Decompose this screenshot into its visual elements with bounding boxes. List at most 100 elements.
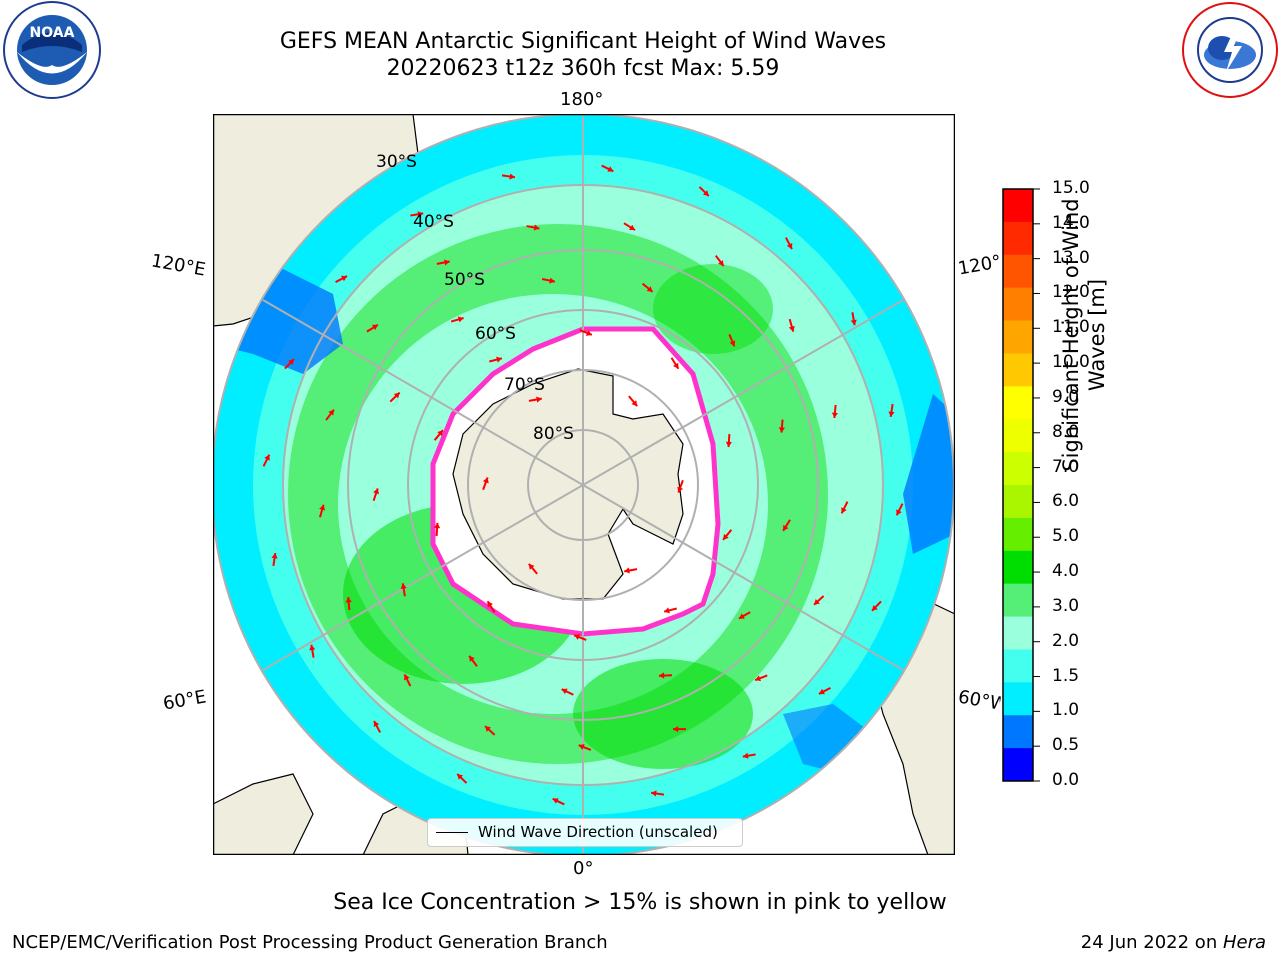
colorbar-tick-label: 14.0	[1052, 212, 1090, 233]
wave-direction-arrowhead	[345, 597, 352, 603]
colorbar-segment	[1003, 386, 1033, 420]
colorbar-segment	[1003, 221, 1033, 256]
wave-direction-arrowhead	[444, 259, 450, 266]
wave-direction-arrowhead	[485, 726, 491, 732]
wave-direction-arrowhead	[264, 454, 270, 461]
colorbar-tick-label: 13.0	[1052, 247, 1090, 268]
wave-direction-arrowhead	[457, 316, 464, 323]
wave-direction-arrowhead	[509, 173, 515, 180]
wave-direction-arrowhead	[673, 362, 679, 369]
colorbar-tick-label: 0.5	[1052, 735, 1080, 756]
chart-title: GEFS MEAN Antarctic Significant Height o…	[279, 29, 887, 54]
wave-direction-arrowhead	[629, 224, 636, 231]
wave-direction-arrowhead	[778, 427, 785, 433]
colorbar-tick-label: 7.0	[1052, 456, 1080, 477]
lat-label-40s: 40°S	[413, 212, 454, 232]
wave-direction-arrowhead	[651, 790, 657, 797]
footer-date-text: 24 Jun 2022 on	[1080, 932, 1223, 953]
colorbar-segment	[1003, 583, 1033, 618]
colorbar-segment	[1003, 452, 1033, 486]
wave-direction-arrowhead	[850, 319, 857, 326]
wave-direction-arrowhead	[373, 720, 380, 727]
wave-direction-arrowhead	[437, 430, 443, 437]
colorbar-tick-label: 2.0	[1052, 630, 1080, 651]
africa-land	[213, 773, 314, 855]
colorbar-tick-label: 15.0	[1052, 178, 1090, 198]
wave-direction-arrowhead	[549, 277, 555, 284]
wave-direction-arrowhead	[288, 359, 295, 366]
lat-label-60s: 60°S	[475, 324, 516, 344]
wave-direction-arrowhead	[561, 688, 568, 695]
chart-subtitle: 20220623 t12z 360h fcst Max: 5.59	[386, 56, 780, 81]
lat-label-50s: 50°S	[444, 270, 485, 290]
lon-label-60w: 60°W	[956, 686, 1002, 715]
wave-direction-arrowhead	[718, 260, 724, 267]
wave-direction-arrowhead	[813, 599, 820, 605]
wave-direction-arrowhead	[309, 644, 316, 651]
colorbar-tick-label: 6.0	[1052, 491, 1080, 512]
wave-direction-arrowhead	[496, 356, 502, 363]
wave-direction-arrowhead	[624, 567, 630, 574]
wave-direction-arrowhead	[482, 477, 489, 484]
wave-direction-arrowhead	[841, 507, 847, 514]
lon-label-120w: 120°W	[956, 251, 1002, 280]
lat-label-80s: 80°S	[533, 424, 574, 444]
wave-direction-arrowhead	[404, 674, 410, 681]
colorbar-tick-label: 12.0	[1052, 282, 1090, 303]
wave-direction-arrowhead	[536, 396, 542, 403]
wave-direction-arrowhead	[664, 607, 670, 614]
colorbar-segment	[1003, 748, 1033, 782]
lon-label-180: 180°	[560, 89, 604, 110]
colorbar-tick-label: 5.0	[1052, 526, 1080, 547]
colorbar-tick-label: 1.5	[1052, 665, 1080, 686]
footer-credit: NCEP/EMC/Verification Post Processing Pr…	[12, 932, 608, 953]
colorbar-label-line2: Waves [m]	[1085, 278, 1109, 392]
legend-label: Wind Wave Direction (unscaled)	[478, 823, 718, 841]
wave-direction-arrowhead	[755, 675, 762, 682]
nws-logo	[1180, 0, 1280, 100]
wave-direction-arrowhead	[533, 224, 540, 231]
lon-label-60e: 60°E	[161, 686, 208, 715]
lon-label-120e: 120°E	[149, 250, 208, 281]
wave-direction-arrowhead	[786, 243, 793, 250]
wave-direction-arrowhead	[677, 486, 684, 493]
lon-label-0: 0°	[573, 858, 594, 879]
colorbar-segment	[1003, 550, 1033, 585]
wave-direction-arrowhead	[783, 524, 789, 531]
colorbar-label: Significant Height of Wind Waves [m]	[1058, 185, 1110, 485]
noaa-logo: NOAA	[2, 0, 102, 100]
wave-direction-arrowhead	[896, 509, 902, 516]
wave-direction-arrowhead	[552, 798, 559, 804]
colorbar-tick-label: 11.0	[1052, 317, 1090, 338]
wave-direction-arrowhead	[738, 613, 745, 619]
wave-direction-arrowhead	[417, 211, 424, 218]
svg-text:NOAA: NOAA	[30, 25, 75, 41]
wind-wave-arrows	[262, 164, 904, 806]
colorbar-tick-label: 3.0	[1052, 595, 1080, 616]
wave-direction-arrowhead	[341, 275, 348, 282]
wave-direction-arrowhead	[742, 752, 749, 759]
footer-machine: Hera	[1222, 932, 1266, 953]
colorbar-segment	[1003, 715, 1033, 749]
wave-direction-arrowhead	[328, 409, 334, 416]
colorbar-tick-label: 9.0	[1052, 386, 1080, 407]
wave-direction-arrowhead	[725, 441, 732, 448]
colorbar-segment	[1003, 616, 1033, 650]
colorbar-segment	[1003, 649, 1033, 683]
wave-direction-arrowhead	[658, 672, 665, 679]
colorbar-label-line1: Significant Height of Wind	[1059, 198, 1083, 472]
wave-direction-arrowhead	[818, 688, 825, 695]
colorbar-segment	[1003, 419, 1033, 453]
colorbar-tick-label: 0.0	[1052, 770, 1080, 790]
wave-direction-arrowhead	[574, 634, 581, 640]
colorbar-segment	[1003, 682, 1033, 716]
wave-direction-arrowhead	[457, 773, 464, 780]
colorbar-segment	[1003, 485, 1033, 519]
wave-direction-arrowhead	[631, 400, 638, 407]
wave-direction-arrowhead	[646, 286, 653, 292]
wave-direction-arrowhead	[702, 190, 709, 197]
colorbar-tick-label: 1.0	[1052, 700, 1080, 721]
wave-direction-arrowhead	[393, 392, 400, 399]
colorbar-segment	[1003, 254, 1033, 289]
colorbar-segment	[1003, 517, 1033, 552]
